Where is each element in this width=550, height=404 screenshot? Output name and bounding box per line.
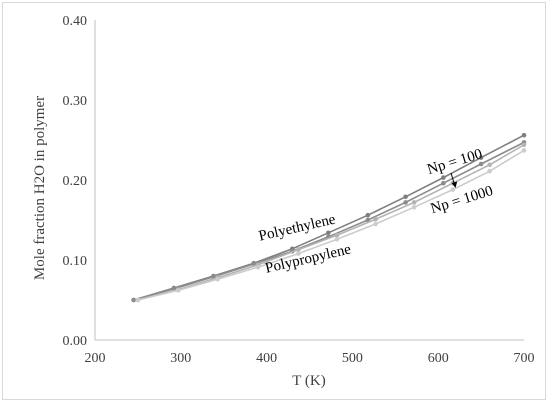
data-point xyxy=(521,132,527,138)
series-4 xyxy=(135,148,527,303)
annotation-arrow-head xyxy=(451,181,458,188)
x-axis-title: T (K) xyxy=(292,373,325,389)
x-tick-label: 300 xyxy=(170,351,191,366)
data-point xyxy=(478,155,484,160)
y-tick-label: 0.20 xyxy=(63,174,88,189)
data-point xyxy=(296,247,301,252)
y-axis-title: Mole fraction H2O in polymer xyxy=(32,96,48,280)
data-point xyxy=(334,232,340,238)
data-point xyxy=(403,200,408,205)
y-tick-label: 0.40 xyxy=(63,14,88,29)
data-point xyxy=(131,297,136,303)
series-layer xyxy=(131,132,527,303)
data-point xyxy=(373,216,378,222)
chart-frame xyxy=(2,2,546,400)
data-point xyxy=(373,221,378,227)
y-tick-label: 0.30 xyxy=(63,94,88,109)
data-point xyxy=(403,194,408,200)
axes xyxy=(94,20,524,341)
y-tick-label: 0.00 xyxy=(63,334,88,349)
data-point xyxy=(175,288,181,293)
data-point xyxy=(441,175,446,180)
y-tick-label: 0.10 xyxy=(63,254,88,269)
x-tick-label: 200 xyxy=(85,351,106,366)
data-point xyxy=(215,276,220,282)
data-point xyxy=(365,212,371,218)
data-point xyxy=(411,200,417,205)
data-point xyxy=(135,297,141,303)
data-point xyxy=(487,162,492,168)
x-tick-label: 500 xyxy=(342,351,363,366)
data-point xyxy=(521,142,527,148)
y-tick-labels: 0.00 0.10 0.20 0.30 0.40 xyxy=(63,14,88,349)
annotation-np-1000: Np = 1000 xyxy=(429,183,495,217)
x-tick-labels: 200 300 400 500 600 700 xyxy=(85,351,535,366)
x-tick-label: 600 xyxy=(428,351,449,366)
x-tick-label: 400 xyxy=(256,351,277,366)
data-point xyxy=(326,230,331,236)
data-point xyxy=(478,161,484,167)
data-point xyxy=(521,148,527,153)
annotation-np-100: Np = 100 xyxy=(425,146,484,178)
data-point xyxy=(255,264,261,270)
data-point xyxy=(487,168,492,174)
data-point xyxy=(334,236,340,242)
data-point xyxy=(296,251,301,256)
x-tick-label: 700 xyxy=(514,351,535,366)
data-point xyxy=(450,187,456,192)
data-point xyxy=(441,180,446,186)
data-point xyxy=(411,204,417,210)
